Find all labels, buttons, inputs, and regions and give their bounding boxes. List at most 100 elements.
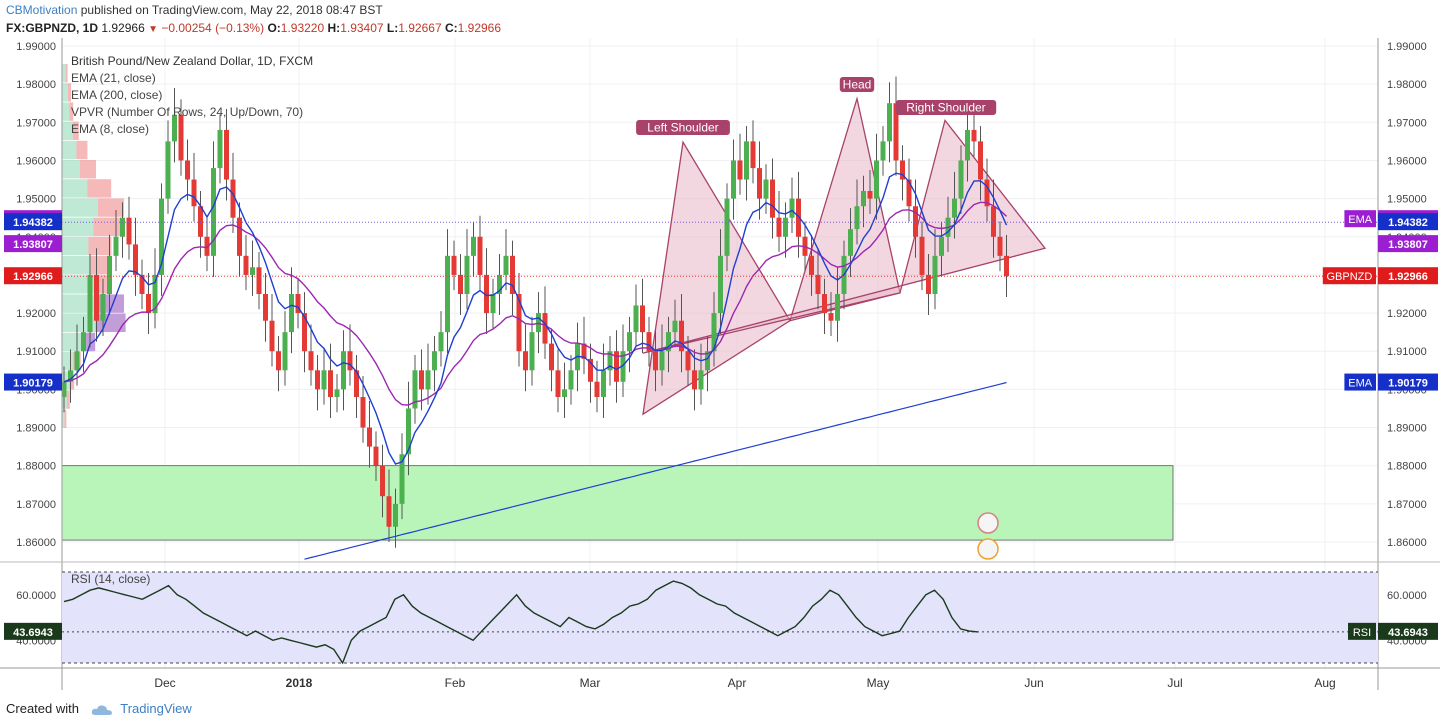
time-tick-label: Apr — [728, 676, 747, 690]
candle-body — [146, 294, 151, 314]
candle-body — [380, 465, 385, 497]
candle-body — [243, 255, 249, 275]
time-tick-label: Jul — [1167, 676, 1182, 690]
tradingview-link[interactable]: TradingView — [120, 701, 192, 716]
uk-flag-icon[interactable] — [977, 512, 999, 534]
candle-body — [74, 351, 80, 371]
rsi-line[interactable] — [63, 580, 979, 665]
candle-body — [484, 274, 489, 314]
series-name-tag: EMA — [1348, 214, 1373, 226]
candle-body — [932, 255, 938, 294]
price-tick-label: 1.87000 — [1387, 499, 1427, 511]
left-price-tick-label: 1.98000 — [16, 79, 56, 91]
vpvr-row-up — [62, 179, 88, 198]
candle-body — [958, 160, 964, 199]
candle-body — [373, 446, 379, 466]
candle-body — [705, 351, 710, 371]
close-value: 1.92966 — [457, 21, 502, 35]
candle-body — [763, 179, 769, 199]
candle-body — [672, 320, 678, 333]
price-tag-left-bg — [4, 267, 62, 285]
candle-body — [61, 381, 67, 398]
price-tag-left: 1.92966 — [13, 271, 53, 283]
price-tick-label: 1.88000 — [1387, 461, 1427, 473]
candle-body — [835, 294, 840, 321]
support-zone[interactable] — [61, 465, 1174, 541]
price-tag-right: 1.94382 — [1388, 217, 1428, 229]
rsi-band — [62, 572, 1378, 663]
ema-200-line[interactable] — [304, 381, 1007, 560]
left-price-tick-label: 1.86000 — [16, 537, 56, 549]
rsi-tag-left: 43.6943 — [13, 627, 53, 639]
price-tag-right-bg — [1378, 267, 1438, 285]
price-tag-right: 1.93807 — [1388, 239, 1428, 251]
candle-body — [269, 320, 275, 352]
candle-body — [874, 160, 879, 199]
candle-body — [308, 351, 314, 371]
vpvr-row-up — [62, 409, 65, 428]
candle-body — [477, 236, 483, 275]
candle-body — [165, 141, 171, 199]
price-tag-left-bg — [4, 235, 62, 253]
candle-body — [471, 236, 476, 256]
candle-body — [887, 103, 892, 142]
indicator-legend-item: VPVR (Number Of Rows, 24, Up/Down, 70) — [71, 105, 303, 119]
low-value: 1.92667 — [398, 21, 442, 35]
price-tick-label: 1.98000 — [1387, 79, 1427, 91]
candle-body — [321, 370, 327, 390]
price-tag-right-bg — [1378, 235, 1438, 253]
time-axis[interactable]: Dec 2018 Feb Mar Apr May Jun Jul Aug — [0, 667, 1440, 690]
candle-body — [133, 244, 138, 275]
price-tick-label: 1.95000 — [1387, 194, 1427, 206]
candle-body — [666, 332, 671, 352]
candle-body — [438, 332, 444, 352]
time-tick-label: Feb — [445, 676, 466, 690]
candle-body — [152, 274, 158, 314]
candle-body — [783, 217, 788, 237]
candle-body — [646, 332, 652, 352]
candle-body — [178, 114, 184, 161]
time-tick-label: May — [867, 676, 890, 690]
candle-body — [776, 217, 782, 237]
price-tag-right-bg — [1378, 213, 1438, 231]
candle-body — [334, 389, 340, 398]
symbol-label[interactable]: FX:GBPNZD, 1D — [6, 21, 99, 35]
vpvr-row-up — [62, 352, 73, 371]
candle-body — [120, 217, 125, 237]
candlestick-series — [61, 76, 1009, 548]
candle-body — [711, 313, 717, 352]
ema-21-line[interactable] — [63, 201, 1007, 406]
candle-body — [224, 129, 229, 180]
rsi-tag-left-bg — [4, 622, 62, 640]
vpvr-row-up — [62, 121, 73, 140]
left-price-tick-label: 1.87000 — [16, 499, 56, 511]
candle-body — [432, 351, 437, 371]
pattern-label-bg — [895, 100, 997, 115]
time-tick-label: 2018 — [286, 676, 313, 690]
candle-body — [588, 358, 593, 382]
rsi-panel[interactable]: 60.000060.000040.000040.000043.694343.69… — [0, 561, 1440, 665]
time-tick-label: Jun — [1024, 676, 1043, 690]
candle-body — [724, 198, 730, 256]
left-price-tick-label: 1.97000 — [16, 117, 56, 129]
vpvr-row-down — [68, 83, 71, 102]
rsi-tick-label: 60.0000 — [1387, 590, 1427, 602]
close-label: C: — [444, 21, 458, 35]
vpvr-row-down — [72, 121, 79, 140]
candle-body — [172, 114, 177, 142]
chart-attribution: CBMotivation published on TradingView.co… — [6, 3, 383, 17]
vpvr-row-up — [62, 313, 96, 332]
candle-body — [900, 160, 905, 180]
ema-8-line[interactable] — [63, 172, 1008, 465]
candle-body — [614, 351, 619, 382]
nz-flag-icon[interactable] — [977, 538, 999, 560]
economic-events[interactable] — [977, 512, 999, 560]
author-link[interactable]: CBMotivation — [6, 3, 78, 17]
candle-body — [880, 141, 886, 161]
last-price: 1.92966 — [101, 21, 145, 35]
candle-body — [581, 343, 587, 359]
candle-body — [354, 370, 359, 398]
indicator-legend-item: EMA (200, close) — [71, 88, 162, 102]
right-shoulder-triangle[interactable] — [642, 118, 1047, 354]
